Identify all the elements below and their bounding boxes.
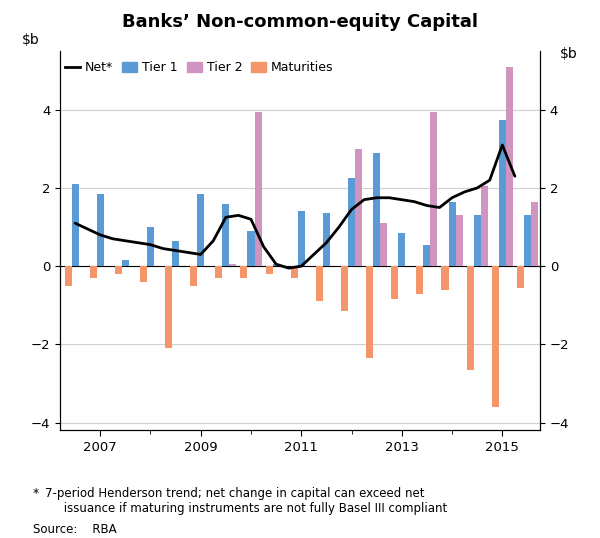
Bar	[190, 266, 197, 286]
Bar	[197, 194, 204, 266]
Bar	[531, 202, 538, 266]
Bar	[291, 266, 298, 278]
Bar	[122, 260, 129, 266]
Bar	[140, 266, 147, 282]
Bar	[341, 266, 348, 311]
Text: 7-period Henderson trend; net change in capital can exceed net
     issuance if : 7-period Henderson trend; net change in …	[45, 487, 447, 515]
Text: Source:    RBA: Source: RBA	[33, 523, 116, 536]
Bar	[147, 227, 154, 266]
Bar	[467, 266, 473, 370]
Bar	[481, 186, 488, 266]
Bar	[517, 266, 524, 288]
Bar	[229, 264, 236, 266]
Bar	[89, 266, 97, 278]
Bar	[97, 194, 104, 266]
Bar	[380, 223, 387, 266]
Bar	[355, 149, 362, 266]
Bar	[115, 266, 122, 274]
Bar	[455, 215, 463, 266]
Bar	[172, 241, 179, 266]
Bar	[247, 231, 254, 266]
Bar	[266, 266, 272, 274]
Bar	[348, 178, 355, 266]
Bar	[442, 266, 449, 289]
Bar	[71, 184, 79, 266]
Bar	[254, 112, 262, 266]
Bar	[449, 202, 455, 266]
Bar	[223, 203, 229, 266]
Bar	[366, 266, 373, 358]
Bar	[241, 266, 247, 278]
Text: Banks’ Non-common-equity Capital: Banks’ Non-common-equity Capital	[122, 13, 478, 31]
Legend: Net*, Tier 1, Tier 2, Maturities: Net*, Tier 1, Tier 2, Maturities	[61, 58, 337, 78]
Bar	[65, 266, 71, 286]
Bar	[215, 266, 223, 278]
Bar	[165, 266, 172, 348]
Y-axis label: $b: $b	[22, 33, 40, 47]
Bar	[398, 233, 405, 266]
Bar	[492, 266, 499, 407]
Bar	[391, 266, 398, 300]
Bar	[298, 211, 305, 266]
Bar	[473, 215, 481, 266]
Bar	[424, 245, 430, 266]
Y-axis label: $b: $b	[560, 47, 578, 61]
Bar	[373, 153, 380, 266]
Text: *: *	[33, 487, 39, 500]
Bar	[272, 264, 280, 266]
Bar	[524, 215, 531, 266]
Bar	[416, 266, 424, 294]
Bar	[316, 266, 323, 301]
Bar	[506, 67, 513, 266]
Bar	[323, 214, 330, 266]
Bar	[430, 112, 437, 266]
Bar	[499, 119, 506, 266]
